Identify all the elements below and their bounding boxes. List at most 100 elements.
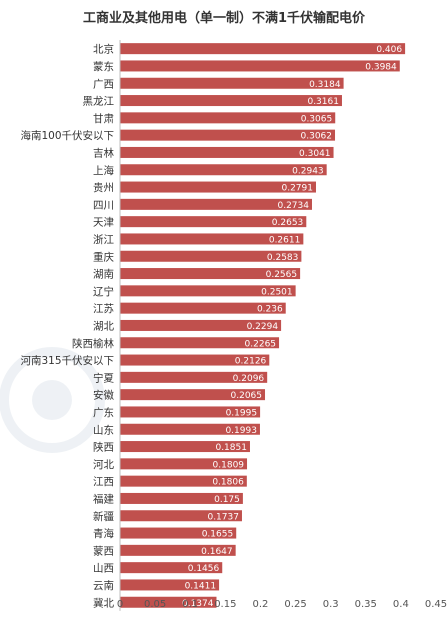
value-label: 0.2943 — [292, 166, 324, 176]
bar — [120, 371, 268, 383]
category-label: 河南315千伏安以下 — [20, 354, 114, 367]
bar — [120, 406, 261, 418]
x-tick-label: 0 — [117, 599, 123, 610]
category-label: 福建 — [93, 492, 114, 505]
bar — [120, 112, 336, 124]
bars-layer — [120, 43, 406, 608]
watermark-logo — [0, 347, 105, 453]
value-label: 0.3184 — [309, 80, 341, 90]
bar — [120, 302, 286, 314]
category-label: 海南100千伏安以下 — [20, 129, 114, 142]
value-label: 0.3161 — [307, 97, 339, 107]
value-label: 0.3062 — [301, 132, 333, 142]
value-label: 0.236 — [257, 305, 283, 315]
category-label: 贵州 — [93, 181, 114, 194]
chart-title: 工商业及其他用电（单一制）不满1千伏输配电价 — [83, 10, 366, 26]
category-label: 山东 — [93, 423, 114, 436]
value-label: 0.3041 — [299, 149, 331, 159]
bar — [120, 198, 312, 210]
x-tick-label: 0.3 — [323, 599, 339, 610]
bar — [120, 95, 342, 107]
value-label: 0.175 — [214, 495, 240, 505]
bar — [120, 216, 307, 228]
category-label: 云南 — [93, 579, 114, 592]
category-label: 广西 — [93, 78, 114, 90]
value-label: 0.3065 — [301, 114, 333, 124]
value-label: 0.2734 — [277, 201, 309, 211]
bar — [120, 458, 248, 470]
bar — [120, 77, 344, 89]
bar — [120, 596, 217, 608]
x-tick-label: 0.2 — [252, 599, 268, 610]
bar — [120, 527, 237, 539]
value-label: 0.1456 — [188, 564, 220, 574]
category-label: 青海 — [93, 527, 114, 540]
value-label: 0.2126 — [235, 357, 267, 367]
value-label: 0.1647 — [201, 547, 233, 557]
value-label: 0.1806 — [212, 478, 244, 488]
category-label: 冀北 — [93, 596, 114, 609]
category-label: 蒙西 — [93, 544, 114, 557]
bar — [120, 319, 282, 331]
bar — [120, 233, 304, 245]
value-label: 0.406 — [376, 45, 402, 55]
category-label: 甘肃 — [93, 112, 114, 125]
value-label: 0.3984 — [365, 62, 397, 72]
bar — [120, 441, 250, 453]
category-label: 宁夏 — [93, 371, 114, 384]
x-tick-label: 0.25 — [284, 599, 306, 610]
category-labels: 北京蒙东广西黑龙江甘肃海南100千伏安以下吉林上海贵州四川天津浙江重庆湖南辽宁江… — [20, 43, 114, 610]
bar — [120, 492, 243, 504]
category-label: 上海 — [93, 164, 114, 177]
value-label: 0.1851 — [215, 443, 247, 453]
value-label: 0.2565 — [266, 270, 298, 280]
bar — [120, 60, 400, 72]
bar — [120, 250, 302, 262]
value-label: 0.2791 — [281, 184, 313, 194]
category-label: 陕西榆林 — [72, 337, 114, 350]
value-label: 0.2583 — [267, 253, 299, 263]
x-tick-label: 0.05 — [144, 599, 166, 610]
value-label: 0.2653 — [272, 218, 304, 228]
value-label: 0.1374 — [182, 599, 214, 609]
bar — [120, 129, 336, 141]
value-label: 0.2065 — [231, 391, 263, 401]
category-label: 浙江 — [93, 234, 114, 246]
x-tick-label: 0.45 — [425, 599, 447, 610]
value-label: 0.1737 — [207, 512, 239, 522]
value-label: 0.1411 — [185, 581, 217, 591]
value-label: 0.1993 — [225, 426, 257, 436]
category-label: 湖北 — [93, 320, 114, 332]
bar — [120, 354, 270, 366]
x-axis: 0 0.05 0.1 0.15 0.2 0.25 0.3 0.35 0.4 0.45 — [117, 40, 447, 611]
value-label: 0.1809 — [213, 460, 245, 470]
category-label: 陕西 — [93, 441, 114, 454]
bar — [120, 337, 280, 349]
bar — [120, 562, 223, 574]
x-tick-label: 0.1 — [182, 599, 198, 610]
bar — [120, 181, 316, 193]
bar — [120, 285, 296, 297]
bar — [120, 164, 327, 176]
category-label: 广东 — [93, 406, 114, 419]
x-tick-label: 0.15 — [214, 599, 236, 610]
category-label: 辽宁 — [93, 285, 114, 298]
value-label: 0.1995 — [226, 408, 258, 418]
category-label: 江西 — [93, 476, 114, 488]
category-label: 重庆 — [93, 250, 114, 263]
category-label: 山西 — [93, 563, 114, 575]
bar — [120, 389, 266, 401]
bar — [120, 423, 260, 435]
category-label: 天津 — [93, 217, 114, 229]
value-label: 0.2294 — [247, 322, 279, 332]
bar — [120, 146, 334, 158]
x-tick-label: 0.35 — [355, 599, 377, 610]
category-label: 新疆 — [93, 510, 114, 523]
bar — [120, 268, 301, 280]
value-label: 0.1655 — [202, 530, 234, 540]
value-label: 0.2501 — [261, 287, 293, 297]
category-label: 江苏 — [93, 302, 114, 315]
category-label: 湖南 — [93, 268, 114, 281]
